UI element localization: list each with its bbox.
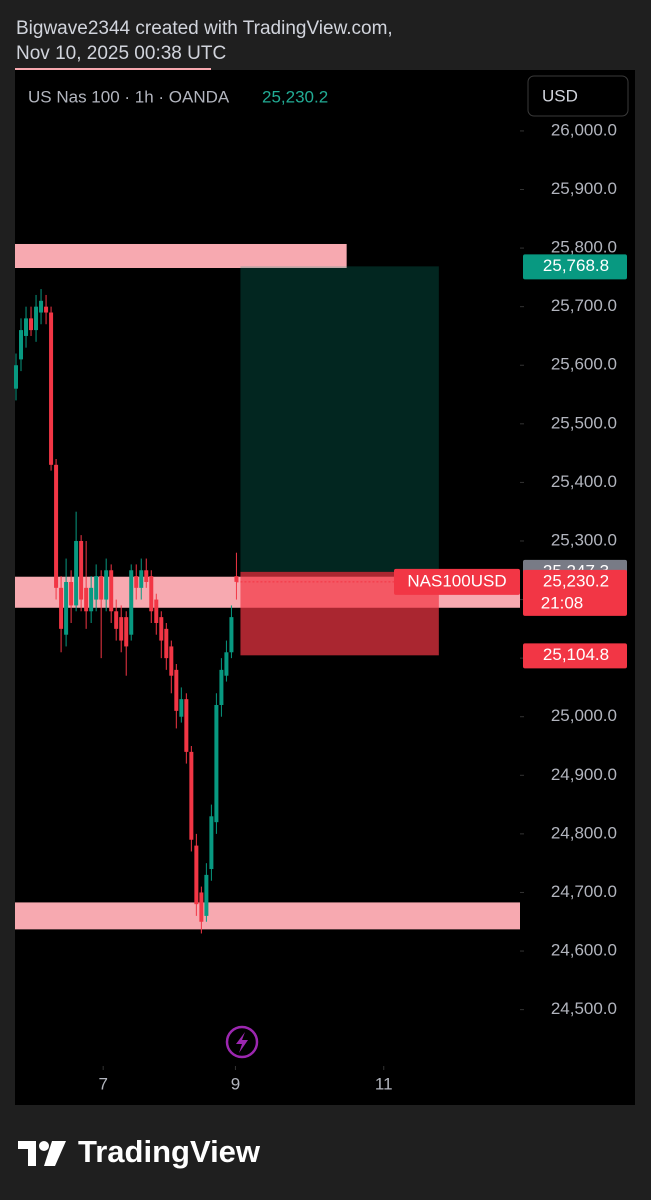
- brand: TradingView: [78, 1134, 261, 1169]
- candle-body: [14, 365, 19, 389]
- y-tick-label: 25,400.0: [551, 472, 617, 491]
- y-tick-label: 24,800.0: [551, 823, 617, 842]
- zone: [15, 243, 347, 268]
- price-tag-label: 25,230.2: [543, 571, 609, 590]
- x-tick-label: 11: [375, 1074, 393, 1093]
- candle-body: [209, 816, 214, 870]
- currency: USD: [542, 86, 578, 105]
- candle-body: [149, 576, 154, 612]
- y-tick-label: 25,300.0: [551, 530, 617, 549]
- price-tag-label: 25,104.8: [543, 645, 609, 664]
- y-tick-label: 25,000.0: [551, 706, 617, 725]
- candle-body: [169, 646, 174, 676]
- header: Bigwave2344 created with TradingView.com…: [16, 16, 393, 66]
- y-tick-label: 24,600.0: [551, 941, 617, 960]
- candle-body: [29, 318, 34, 331]
- y-tick-label: 24,500.0: [551, 999, 617, 1018]
- price-tag: [523, 254, 627, 280]
- price-tag: [523, 643, 627, 669]
- symbol-tag: [394, 568, 520, 595]
- candle-body: [124, 617, 129, 647]
- candle-body: [189, 751, 194, 840]
- header-price: 25,230.2: [262, 87, 328, 106]
- candle-body: [194, 845, 199, 905]
- candle-body: [84, 587, 89, 612]
- candle-body: [49, 312, 54, 465]
- candle-body: [104, 570, 109, 600]
- candle-body: [234, 576, 239, 582]
- symbol-info: US Nas 100 · 1h · OANDA: [28, 87, 230, 106]
- candle-body: [219, 669, 224, 706]
- candle-body: [134, 576, 139, 588]
- y-tick-label: 24,700.0: [551, 882, 617, 901]
- candle-body: [44, 306, 49, 313]
- candle-body: [159, 617, 164, 641]
- candle-body: [164, 628, 169, 659]
- profit-zone: [240, 266, 439, 572]
- bolt: [236, 1032, 248, 1053]
- candle-body: [214, 705, 219, 823]
- timestamp: Nov 10, 2025 00:38 UTC: [16, 43, 227, 64]
- y-tick-label: 25,500.0: [551, 413, 617, 432]
- candle-body: [199, 892, 204, 922]
- y-tick-label: 25,600.0: [551, 355, 617, 374]
- currency-button[interactable]: [527, 75, 629, 117]
- candle-body: [154, 599, 159, 623]
- candle-body: [64, 581, 69, 635]
- y-tick-label: 25,800.0: [551, 238, 617, 257]
- symbol-label: NAS100USD: [407, 571, 506, 590]
- candle-body: [99, 576, 104, 600]
- x-tick-label: 9: [231, 1074, 240, 1093]
- y-tick-label: 26,000.0: [551, 120, 617, 139]
- candle-body: [174, 669, 179, 711]
- y-tick-label: 25,900.0: [551, 179, 617, 198]
- candle-body: [59, 587, 64, 629]
- candle-body: [119, 617, 124, 641]
- credit: Bigwave2344 created with TradingView.com…: [16, 18, 393, 39]
- countdown: 21:08: [541, 593, 584, 612]
- candle-body: [204, 874, 209, 916]
- zone: [15, 902, 520, 930]
- candle-body: [39, 300, 44, 313]
- price-tag-label: 25,768.8: [543, 256, 609, 275]
- candle-body: [144, 570, 149, 582]
- candle-body: [79, 540, 84, 600]
- candle-body: [54, 464, 59, 588]
- y-tick-label: 24,900.0: [551, 765, 617, 784]
- candle-body: [129, 570, 134, 635]
- alert-icon[interactable]: [225, 1025, 259, 1059]
- candle-body: [69, 581, 74, 606]
- candle-body: [139, 570, 144, 588]
- candle-body: [114, 611, 119, 629]
- candle-body: [229, 617, 234, 653]
- candle-body: [89, 587, 94, 612]
- candle-body: [184, 699, 189, 752]
- y-tick-label: 25,700.0: [551, 296, 617, 315]
- candle-body: [179, 699, 184, 717]
- logo: [18, 1141, 66, 1166]
- candle-body: [94, 576, 99, 600]
- candle-body: [74, 540, 79, 606]
- candle-body: [19, 330, 24, 360]
- candle-body: [34, 306, 39, 331]
- x-tick-label: 7: [98, 1074, 107, 1093]
- candle-body: [109, 570, 114, 612]
- candle-body: [24, 318, 29, 336]
- price-tag: [523, 569, 627, 616]
- candle-body: [224, 652, 229, 676]
